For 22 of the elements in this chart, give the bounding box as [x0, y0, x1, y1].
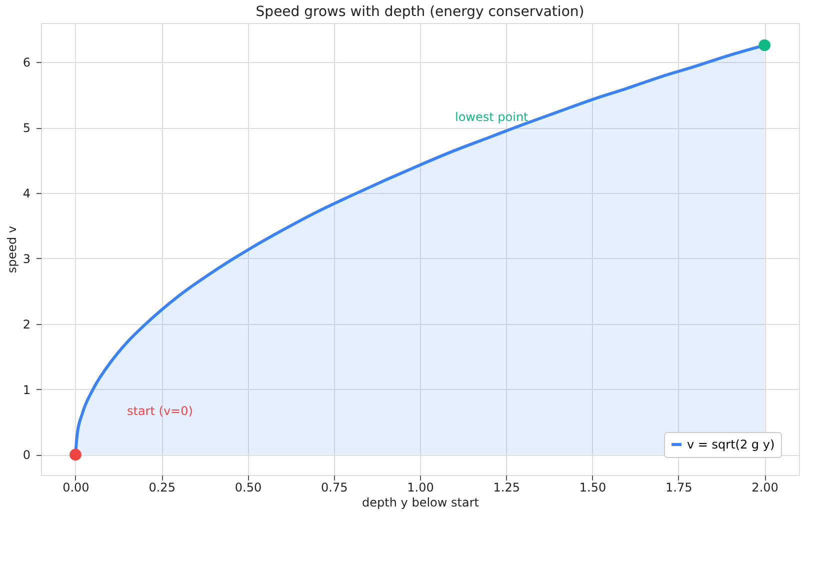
y-tick-label: 1 — [22, 382, 30, 397]
y-tick-label: 0 — [22, 448, 30, 462]
y-tick-label: 4 — [22, 186, 30, 201]
x-tick-label: 1.50 — [579, 480, 606, 494]
y-tick-label: 2 — [22, 317, 30, 332]
x-tick-label: 1.25 — [493, 480, 520, 494]
annotation: lowest point — [455, 110, 529, 124]
x-tick-label: 0.25 — [148, 480, 176, 494]
x-tick-label: 1.75 — [666, 480, 692, 494]
y-tick-label: 3 — [22, 252, 30, 266]
y-tick-label: 6 — [22, 56, 30, 70]
annotation: start (v=0) — [127, 404, 193, 418]
x-tick-label: 0.00 — [62, 480, 90, 494]
legend-label: v = sqrt(2 g y) — [687, 438, 775, 452]
y-axis-title: speed v — [4, 226, 19, 274]
x-tick-label: 2.00 — [752, 480, 778, 494]
x-tick-label: 1.00 — [407, 480, 434, 494]
y-tick-label: 5 — [22, 121, 30, 136]
x-axis-title: depth y below start — [362, 496, 480, 510]
chart-title: Speed grows with depth (energy conservation) — [256, 4, 584, 20]
x-tick-label: 0.75 — [321, 480, 348, 494]
x-tick-label: 0.50 — [234, 480, 262, 494]
